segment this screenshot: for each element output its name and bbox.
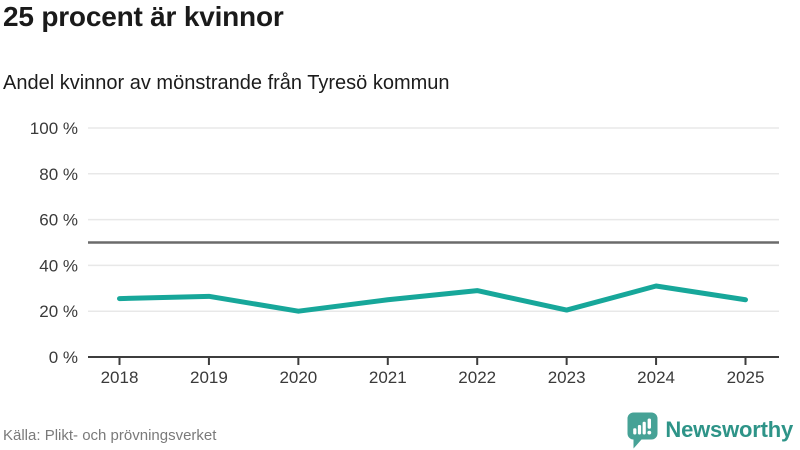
source-caption: Källa: Plikt- och prövningsverket bbox=[3, 427, 217, 444]
y-tick-label: 100 % bbox=[30, 119, 78, 138]
y-tick-label: 0 % bbox=[49, 348, 78, 367]
x-tick-label: 2025 bbox=[727, 368, 765, 387]
x-tick-label: 2022 bbox=[458, 368, 496, 387]
y-tick-label: 80 % bbox=[39, 165, 78, 184]
y-tick-label: 40 % bbox=[39, 256, 78, 275]
y-tick-label: 20 % bbox=[39, 302, 78, 321]
data-line bbox=[117, 283, 748, 314]
x-tick-label: 2019 bbox=[190, 368, 228, 387]
newsworthy-logo: Newsworthy bbox=[627, 411, 793, 449]
newsworthy-icon bbox=[627, 412, 658, 448]
y-tick-label: 60 % bbox=[39, 211, 78, 230]
x-tick-label: 2023 bbox=[548, 368, 586, 387]
brand-name: Newsworthy bbox=[665, 417, 793, 442]
x-tick-label: 2024 bbox=[637, 368, 675, 387]
chart-title: 25 procent är kvinnor bbox=[3, 1, 284, 32]
x-tick-label: 2018 bbox=[101, 368, 139, 387]
x-tick-label: 2021 bbox=[369, 368, 407, 387]
chart-subtitle: Andel kvinnor av mönstrande från Tyresö … bbox=[3, 72, 450, 94]
x-tick-label: 2020 bbox=[279, 368, 317, 387]
